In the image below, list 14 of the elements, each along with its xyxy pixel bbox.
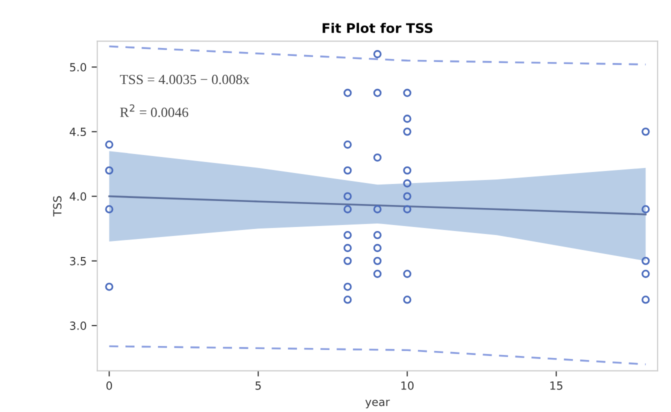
annotation: R$^{2}$ = 0.0046 bbox=[120, 104, 188, 118]
x-axis-title: year bbox=[365, 400, 390, 408]
y-tick-label: 5.0 bbox=[70, 63, 86, 72]
chart-title: Fit Plot for TSS bbox=[322, 22, 432, 34]
x-tick-label: 10 bbox=[401, 381, 414, 390]
annotation: TSS = 4.0035 − 0.008x bbox=[120, 74, 250, 84]
y-axis-title: TSS bbox=[53, 196, 62, 216]
y-tick-label: 4.0 bbox=[70, 192, 86, 201]
y-tick-label: 4.5 bbox=[70, 128, 86, 136]
y-tick-label: 3.5 bbox=[70, 256, 86, 266]
x-tick-label: 15 bbox=[550, 382, 562, 390]
y-tick-label: 3.0 bbox=[70, 322, 86, 330]
x-tick-label: 0 bbox=[106, 381, 112, 390]
x-tick-label: 5 bbox=[256, 382, 261, 390]
